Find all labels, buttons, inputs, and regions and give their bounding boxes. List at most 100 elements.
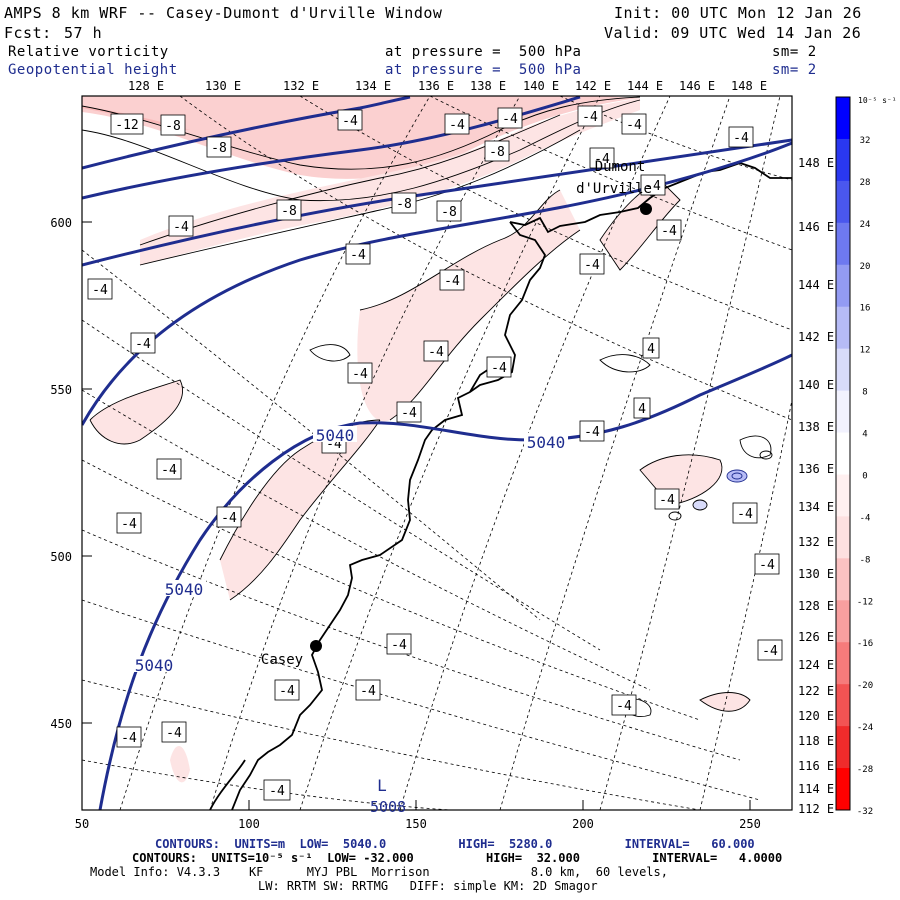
colorbar-swatch xyxy=(836,222,850,266)
colorbar-unit-label: 10⁻⁵ s⁻¹ xyxy=(858,96,897,105)
vorticity-label-text: -4 xyxy=(352,367,368,382)
colorbar-tick-label: -28 xyxy=(857,765,873,775)
vorticity-label: -4 xyxy=(337,109,363,131)
height-contour-label: 5040 xyxy=(135,656,174,675)
colorbar-tick-label: -12 xyxy=(857,597,873,607)
height-contour-label: 5040 xyxy=(316,426,355,445)
vorticity-label-text: -4 xyxy=(342,114,358,129)
right-lon-label: 128 E xyxy=(798,599,834,613)
vorticity-label-text: -4 xyxy=(161,463,177,478)
vorticity-label: -8 xyxy=(391,192,417,214)
vorticity-label-text: -8 xyxy=(165,119,181,134)
vorticity-label: -4 xyxy=(640,174,666,196)
vorticity-label: -4 xyxy=(497,107,523,129)
vorticity-label: -4 xyxy=(396,401,422,423)
right-lon-label: 140 E xyxy=(798,378,834,392)
top-lon-label: 142 E xyxy=(575,79,611,93)
vorticity-label-text: -4 xyxy=(269,784,285,799)
vorticity-label-text: -4 xyxy=(491,361,507,376)
vorticity-label-text: -4 xyxy=(616,699,632,714)
vorticity-label-text: -4 xyxy=(428,345,444,360)
vorticity-label: -4 xyxy=(754,553,780,575)
y-axis-label: 500 xyxy=(50,550,72,564)
right-lon-label: 142 E xyxy=(798,330,834,344)
vorticity-label: -4 xyxy=(611,694,637,716)
colorbar-swatch xyxy=(836,264,850,308)
vorticity-band-west xyxy=(220,420,380,600)
right-lon-label: 116 E xyxy=(798,759,834,773)
vorticity-label-text: -4 xyxy=(661,224,677,239)
vorticity-label-text: -8 xyxy=(441,205,457,220)
colorbar-swatch xyxy=(836,558,850,601)
station-marker-casey xyxy=(310,640,322,652)
x-axis-label: 100 xyxy=(238,817,260,831)
x-axis-label: 200 xyxy=(572,817,594,831)
colorbar-tick-label: -8 xyxy=(860,555,871,565)
vorticity-label: -4 xyxy=(216,506,242,528)
top-lon-label: 134 E xyxy=(355,79,391,93)
vorticity-label: -4 xyxy=(439,269,465,291)
colorbar-swatch xyxy=(836,726,850,769)
vorticity-label-text: 4 xyxy=(647,342,655,357)
vorticity-label-text: -4 xyxy=(350,248,366,263)
forecast-hour: 57 h xyxy=(64,24,103,42)
vorticity-label: -4 xyxy=(116,512,142,534)
vorticity-label: -4 xyxy=(263,779,291,801)
vorticity-label-text: -4 xyxy=(737,507,753,522)
vorticity-label-text: -4 xyxy=(626,118,642,133)
field1-smoothing: sm= 2 xyxy=(772,44,817,60)
vorticity-label-text: -4 xyxy=(391,638,407,653)
vorticity-label: -4 xyxy=(486,356,512,378)
vorticity-band-main xyxy=(357,190,580,422)
colorbar-tick-label: -4 xyxy=(860,513,871,523)
top-lon-label: 148 E xyxy=(731,79,767,93)
colorbar-tick-label: 12 xyxy=(860,346,871,356)
x-axis-label: 250 xyxy=(739,817,761,831)
vorticity-label: -4 xyxy=(168,215,194,237)
colorbar-swatch xyxy=(836,390,850,434)
top-lon-label: 132 E xyxy=(283,79,319,93)
right-lon-label: 112 E xyxy=(798,802,834,816)
vorticity-label-text: -4 xyxy=(582,110,598,125)
colorbar-swatch xyxy=(836,180,850,224)
footer-physics-info: LW: RRTM SW: RRTMG DIFF: simple KM: 2D S… xyxy=(258,879,598,893)
colorbar-swatch xyxy=(836,474,850,517)
colorbar-swatch xyxy=(836,684,850,727)
vorticity-label: -4 xyxy=(87,278,113,300)
vorticity-label-text: -4 xyxy=(584,425,600,440)
field2-level: at pressure = 500 hPa xyxy=(385,62,582,78)
colorbar-swatch xyxy=(836,768,850,811)
y-axis-label: 550 xyxy=(50,383,72,397)
vorticity-band-far-west xyxy=(90,380,183,444)
footer-height-contours: CONTOURS: UNITS=m LOW= 5040.0 HIGH= 5280… xyxy=(155,837,755,851)
colorbar-tick-label: 24 xyxy=(860,220,871,230)
station-marker-dumont-durville xyxy=(640,203,652,215)
y-axis-label: 600 xyxy=(50,216,72,230)
vorticity-label-text: -8 xyxy=(396,197,412,212)
field1-name: Relative vorticity xyxy=(8,44,169,60)
vorticity-label-text: -8 xyxy=(489,145,505,160)
vorticity-band-south xyxy=(170,746,190,783)
vorticity-label-text: -4 xyxy=(733,131,749,146)
vorticity-label: -4 xyxy=(589,147,615,169)
vorticity-label-text: -4 xyxy=(584,258,600,273)
vorticity-label-text: -4 xyxy=(645,179,661,194)
right-lon-label: 126 E xyxy=(798,630,834,644)
vorticity-label: -8 xyxy=(206,136,232,158)
field2-name: Geopotential height xyxy=(8,62,178,78)
vorticity-label: -8 xyxy=(436,200,462,222)
vorticity-label-text: -4 xyxy=(502,112,518,127)
vorticity-label: -4 xyxy=(116,726,142,748)
top-lon-label: 146 E xyxy=(679,79,715,93)
right-lon-label: 130 E xyxy=(798,567,834,581)
top-lon-label: 144 E xyxy=(627,79,663,93)
right-lon-label: 148 E xyxy=(798,156,834,170)
vorticity-label: -4 xyxy=(732,502,758,524)
vorticity-label: -4 xyxy=(444,113,470,135)
vorticity-label-text: -4 xyxy=(135,337,151,352)
vorticity-label-text: -4 xyxy=(92,283,108,298)
field2-smoothing: sm= 2 xyxy=(772,62,817,78)
right-lon-label: 118 E xyxy=(798,734,834,748)
top-lon-label: 140 E xyxy=(523,79,559,93)
